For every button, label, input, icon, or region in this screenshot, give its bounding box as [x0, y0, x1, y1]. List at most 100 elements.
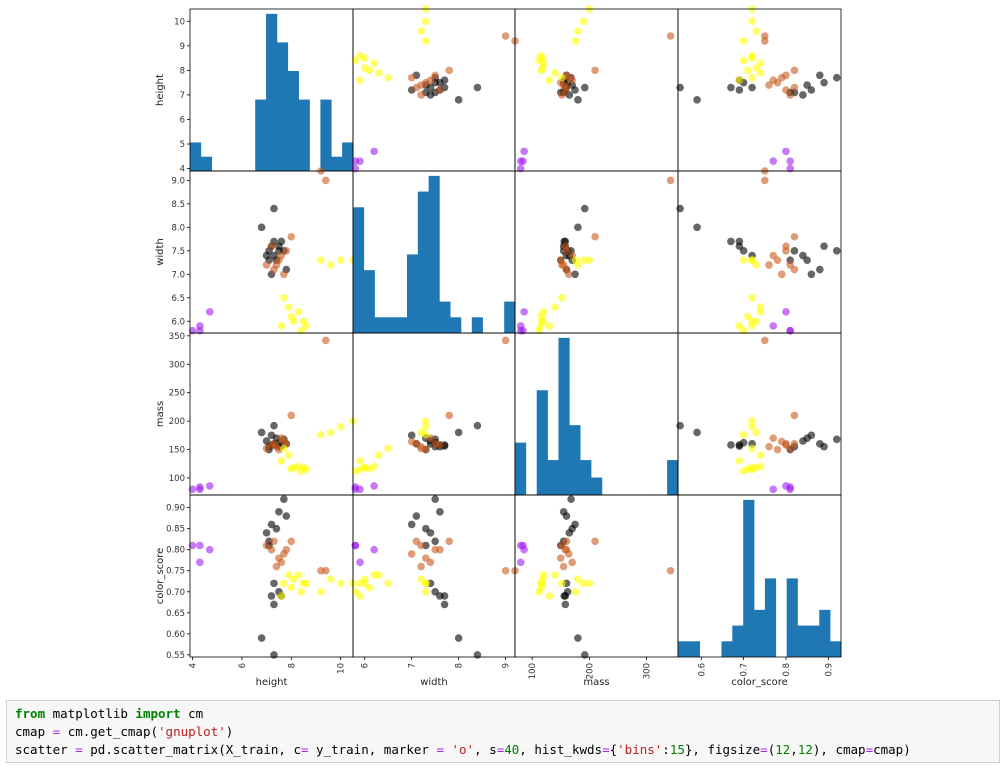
scatter-point-color_score-vs-height-1	[257, 634, 266, 642]
scatter-point-color_score-vs-height-32	[287, 583, 296, 592]
scatter-point-mass-vs-width-1	[454, 428, 463, 437]
x-tick-label-color_score-0: 0.6	[697, 663, 707, 677]
y-tick-label-height-5: 9	[180, 42, 185, 52]
scatter-point-height-vs-width-1	[454, 96, 463, 104]
scatter-point-width-vs-color_score-32	[744, 312, 752, 321]
scatter-point-height-vs-color_score-12	[832, 73, 841, 82]
scatter-point-mass-vs-height-28	[326, 428, 335, 437]
scatter-point-mass-vs-color_score-17	[790, 411, 799, 420]
scatter-point-height-vs-color_score-20	[765, 81, 773, 89]
scatter-point-color_score-vs-width-35	[375, 571, 383, 579]
y-tick-label-color_score-4: 0.75	[166, 567, 185, 577]
scatter-point-color_score-vs-height-25	[270, 537, 278, 546]
scatter-point-color_score-vs-mass-35	[551, 571, 559, 579]
scatter-point-color_score-vs-width-0	[473, 651, 482, 659]
histogram-bar-height-0	[190, 142, 202, 171]
scatter-point-color_score-vs-mass-26	[585, 579, 594, 588]
histogram-bar-color_score-8	[764, 578, 777, 657]
histogram-bar-height-13	[331, 156, 343, 171]
scatter-point-height-vs-color_score-42	[769, 157, 778, 165]
x-tick-label-color_score-2: 0.8	[782, 663, 792, 677]
scatter-point-width-vs-color_score-40	[786, 326, 794, 335]
panel-frame-3-3	[677, 494, 842, 658]
histogram-bar-width-0	[353, 207, 365, 333]
x-tick-label-height-1: 6	[238, 663, 248, 668]
histogram-bar-color_score-5	[732, 625, 744, 657]
scatter-point-mass-vs-height-27	[336, 422, 345, 431]
scatter-point-mass-vs-width-11	[407, 431, 416, 440]
scatter-point-mass-vs-color_score-20	[765, 442, 773, 451]
scatter-point-width-vs-color_score-9	[816, 265, 824, 274]
scatter-point-height-vs-color_score-35	[756, 69, 765, 77]
scatter-point-height-vs-width-22	[407, 73, 416, 82]
x-tick-label-color_score-1: 0.7	[740, 663, 750, 677]
scatter-point-height-vs-color_score-29	[739, 37, 748, 45]
scatter-point-height-vs-mass-39	[516, 164, 525, 173]
x-tick-label-color_score-3: 0.9	[824, 663, 834, 677]
histogram-bar-mass-2	[536, 390, 548, 495]
y-tick-label-width-1: 6.5	[171, 294, 185, 304]
scatter-point-height-vs-width-27	[421, 17, 430, 26]
scatter-point-mass-vs-color_score-22	[777, 437, 786, 446]
scatter-point-color_score-vs-height-20	[272, 562, 281, 571]
histogram-bar-width-1	[363, 270, 375, 333]
y-axis-label-mass: mass	[155, 401, 166, 427]
scatter-point-mass-vs-color_score-1	[693, 428, 701, 437]
scatter-point-width-vs-height-27	[336, 256, 345, 265]
scatter-point-width-vs-color_score-6	[790, 247, 799, 255]
scatter-point-width-vs-color_score-13	[727, 237, 735, 246]
scatter-point-width-vs-mass-11	[571, 270, 579, 279]
scatter-point-height-vs-width-37	[360, 64, 369, 72]
scatter-point-width-vs-color_score-17	[790, 232, 799, 241]
scatter-point-height-vs-color_score-24	[769, 76, 778, 84]
scatter-point-mass-vs-color_score-29	[739, 430, 748, 439]
y-tick-label-width-6: 9.0	[171, 176, 185, 186]
scatter-point-width-vs-color_score-38	[748, 322, 756, 330]
scatter-point-mass-vs-width-34	[384, 444, 393, 453]
y-tick-label-height-3: 7	[180, 91, 185, 101]
scatter-point-mass-vs-width-21	[436, 441, 444, 449]
scatter-point-height-vs-width-23	[417, 91, 425, 99]
scatter-point-color_score-vs-mass-29	[571, 587, 580, 596]
x-tick-label-mass-0: 100	[528, 663, 538, 679]
scatter-point-height-vs-color_score-25	[790, 83, 799, 92]
scatter-point-width-vs-height-0	[270, 204, 278, 213]
scatter-point-height-vs-mass-33	[545, 76, 554, 84]
scatter-point-color_score-vs-width-9	[412, 512, 421, 520]
scatter-point-width-vs-color_score-12	[832, 247, 841, 255]
scatter-point-height-vs-mass-41	[520, 147, 528, 156]
scatter-point-color_score-vs-width-22	[407, 550, 416, 558]
x-axis-label-mass: mass	[583, 677, 609, 688]
histogram-bar-height-9	[287, 71, 299, 171]
scatter-point-height-vs-color_score-32	[744, 66, 752, 75]
scatter-point-color_score-vs-height-23	[262, 541, 271, 550]
scatter-point-color_score-vs-width-34	[384, 579, 393, 588]
scatter-point-color_score-vs-mass-0	[580, 651, 589, 659]
scatter-point-height-vs-mass-28	[574, 27, 582, 35]
scatter-point-height-vs-mass-37	[538, 64, 547, 72]
y-tick-label-color_score-7: 0.90	[166, 504, 185, 514]
scatter-point-height-vs-color_score-28	[752, 27, 761, 35]
histogram-bar-width-11	[471, 317, 483, 333]
scatter-point-width-vs-color_score-34	[748, 293, 756, 302]
scatter-point-width-vs-height-25	[270, 265, 278, 274]
y-tick-label-color_score-3: 0.70	[166, 588, 185, 598]
scatter-point-height-vs-color_score-16	[760, 37, 769, 45]
scatter-point-height-vs-color_score-39	[786, 164, 794, 173]
scatter-point-mass-vs-color_score-38	[748, 465, 756, 474]
scatter-point-mass-vs-width-29	[421, 430, 430, 439]
x-axis-label-color_score: color_score	[731, 677, 788, 688]
histogram-bar-height-10	[298, 99, 310, 171]
scatter-point-color_score-vs-mass-24	[568, 558, 576, 567]
histogram-bar-color_score-12	[808, 625, 820, 657]
scatter-point-height-vs-color_score-1	[693, 96, 701, 104]
scatter-point-height-vs-width-33	[356, 76, 364, 84]
scatter-point-color_score-vs-mass-17	[591, 537, 599, 546]
scatter-point-color_score-vs-mass-28	[574, 575, 582, 583]
histogram-bar-mass-4	[558, 337, 570, 495]
panel-frame-3-0	[189, 494, 354, 658]
code-cell[interactable]: from matplotlib import cm cmap = cm.get_…	[6, 700, 1000, 763]
scatter-point-width-vs-mass-33	[545, 322, 554, 330]
scatter-point-width-vs-mass-17	[591, 232, 599, 241]
scatter-point-mass-vs-height-15	[322, 336, 330, 345]
